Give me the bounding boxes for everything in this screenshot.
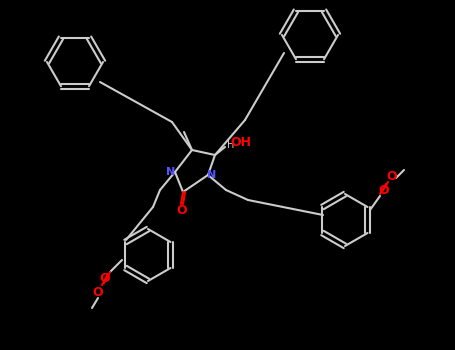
- Text: O: O: [387, 169, 397, 182]
- Text: O: O: [100, 272, 110, 285]
- Text: H: H: [228, 140, 235, 150]
- Text: OH: OH: [231, 136, 252, 149]
- Text: O: O: [379, 183, 389, 196]
- Text: O: O: [93, 286, 103, 299]
- Text: O: O: [177, 203, 187, 217]
- Text: N: N: [207, 170, 217, 180]
- Text: N: N: [167, 167, 176, 177]
